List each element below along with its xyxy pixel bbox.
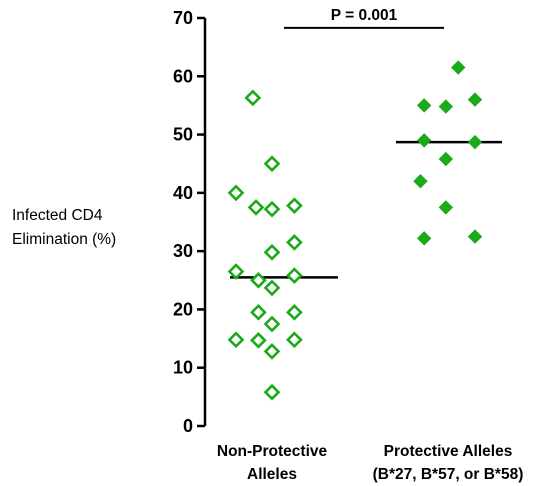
non-protective-data-point bbox=[263, 383, 281, 401]
y-tick-label: 20 bbox=[173, 299, 193, 319]
non-protective-data-point bbox=[286, 197, 303, 215]
category-label: Non-Protective bbox=[217, 443, 328, 460]
y-tick-label: 0 bbox=[183, 416, 193, 436]
protective-data-point bbox=[413, 173, 428, 189]
protective-data-point bbox=[416, 231, 432, 246]
protective-data-point bbox=[438, 151, 454, 167]
protective-data-point bbox=[451, 60, 466, 75]
y-tick-label: 10 bbox=[173, 358, 193, 378]
data-points bbox=[227, 60, 483, 401]
protective-data-point bbox=[438, 99, 454, 114]
non-protective-data-point bbox=[250, 304, 267, 321]
category-label: Alleles bbox=[247, 466, 297, 483]
y-tick-label: 50 bbox=[173, 125, 193, 145]
non-protective-data-point bbox=[286, 234, 303, 251]
y-tick-label: 70 bbox=[173, 8, 193, 28]
non-protective-data-point bbox=[263, 155, 281, 173]
protective-data-point bbox=[416, 98, 432, 113]
non-protective-data-point bbox=[250, 271, 267, 289]
protective-data-point bbox=[467, 92, 483, 107]
non-protective-data-point bbox=[227, 331, 245, 349]
y-tick-label: 30 bbox=[173, 241, 193, 261]
non-protective-data-point bbox=[286, 331, 303, 349]
y-axis-title-line-2: Elimination (%) bbox=[12, 231, 116, 248]
y-ticks: 0 10 20 30 40 50 60 70 bbox=[173, 8, 205, 436]
non-protective-data-point bbox=[286, 304, 303, 321]
category-label: Protective Alleles bbox=[384, 443, 513, 460]
non-protective-data-point bbox=[263, 243, 281, 261]
non-protective-data-point bbox=[263, 315, 281, 333]
non-protective-data-point bbox=[263, 200, 281, 218]
protective-data-point bbox=[416, 133, 432, 148]
y-axis-title-line-1: Infected CD4 bbox=[12, 207, 103, 224]
non-protective-data-point bbox=[263, 343, 281, 360]
non-protective-data-point bbox=[247, 199, 265, 216]
non-protective-data-point bbox=[244, 89, 262, 107]
category-label: (B*27, B*57, or B*58) bbox=[373, 466, 524, 483]
p-value-label: P = 0.001 bbox=[331, 7, 398, 24]
protective-data-point bbox=[467, 229, 483, 244]
protective-data-point bbox=[467, 134, 483, 150]
median-lines bbox=[230, 140, 502, 279]
y-axis-title: Infected CD4 Elimination (%) bbox=[12, 207, 116, 248]
y-tick-label: 40 bbox=[173, 183, 193, 203]
non-protective-data-point bbox=[263, 279, 281, 297]
non-protective-data-point bbox=[250, 331, 267, 349]
y-tick-label: 60 bbox=[173, 66, 193, 86]
category-labels: Non-Protective Alleles Protective Alleles (… bbox=[217, 443, 524, 483]
protective-data-point bbox=[438, 200, 454, 215]
non-protective-data-point bbox=[227, 184, 245, 202]
p-value-annotation: P = 0.001 bbox=[284, 7, 444, 29]
non-protective-data-point bbox=[286, 267, 303, 284]
non-protective-data-point bbox=[227, 263, 245, 280]
